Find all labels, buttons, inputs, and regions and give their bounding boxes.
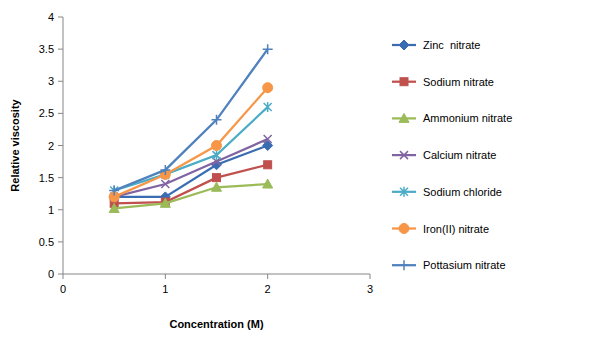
y-tick-label: 3 [48,75,54,87]
x-tick-label: 3 [367,283,373,295]
series-line [114,49,268,190]
legend-marker [399,260,409,270]
legend-marker [399,224,409,234]
y-tick-label: 1 [48,204,54,216]
x-tick [370,274,371,279]
legend-label: Calcium nitrate [423,149,496,161]
point [160,198,170,207]
point [213,174,221,182]
axes: 0 0.5 1 1.5 2 2.5 3 3.5 4 0 1 2 3 [39,11,373,295]
y-tick [58,209,63,210]
point [264,102,272,112]
series-line [114,139,268,197]
x-tick-label: 0 [60,283,66,295]
y-tick [58,81,63,82]
legend-label: Zinc nitrate [423,39,480,51]
point [212,182,222,191]
x-axis-title: Concentration (M) [169,318,263,330]
point [160,165,170,175]
point [109,185,119,195]
y-tick [58,241,63,242]
point [263,179,273,188]
y-tick [58,145,63,146]
plot-area [109,44,273,212]
y-tick [58,274,63,275]
series-line [114,107,268,191]
x-tick [267,274,268,279]
y-tick [58,113,63,114]
point [264,135,272,143]
y-tick-label: 4 [48,11,54,23]
legend-marker [400,78,408,86]
legend-marker [400,151,408,159]
point [213,150,221,160]
legend-label: Iron(II) nitrate [423,223,489,235]
y-axis-title: Relative viscosity [9,98,21,191]
series [109,83,273,202]
point [109,203,119,212]
x-tick [165,274,166,279]
y-tick-label: 0 [48,268,54,280]
legend: Zinc nitrate Sodium nitrate Ammonium nitra… [392,39,512,271]
y-tick-label: 3.5 [39,43,54,55]
point [212,115,222,125]
point [263,44,273,54]
x-tick [63,274,64,279]
y-tick-label: 2.5 [39,107,54,119]
legend-label: Sodium chloride [423,186,502,198]
y-tick [58,49,63,50]
legend-marker [400,187,408,197]
legend-marker [399,113,409,122]
y-tick-label: 1.5 [39,172,54,184]
y-tick-label: 0.5 [39,236,54,248]
legend-marker [399,40,409,50]
x-tick-label: 2 [265,283,271,295]
chart: 0 0.5 1 1.5 2 2.5 3 3.5 4 0 1 2 3 Concentration (M) Re… [0,0,589,353]
x-tick-label: 1 [162,283,168,295]
point [161,180,169,188]
point [263,83,273,93]
point [264,161,272,169]
legend-label: Sodium nitrate [423,76,494,88]
legend-label: Ammonium nitrate [423,112,512,124]
legend-label: Pottasium nitrate [423,259,506,271]
y-tick-label: 2 [48,140,54,152]
series [109,44,273,195]
point [212,141,222,151]
y-tick [58,177,63,178]
y-tick [58,17,63,18]
x-axis-line [63,274,370,275]
